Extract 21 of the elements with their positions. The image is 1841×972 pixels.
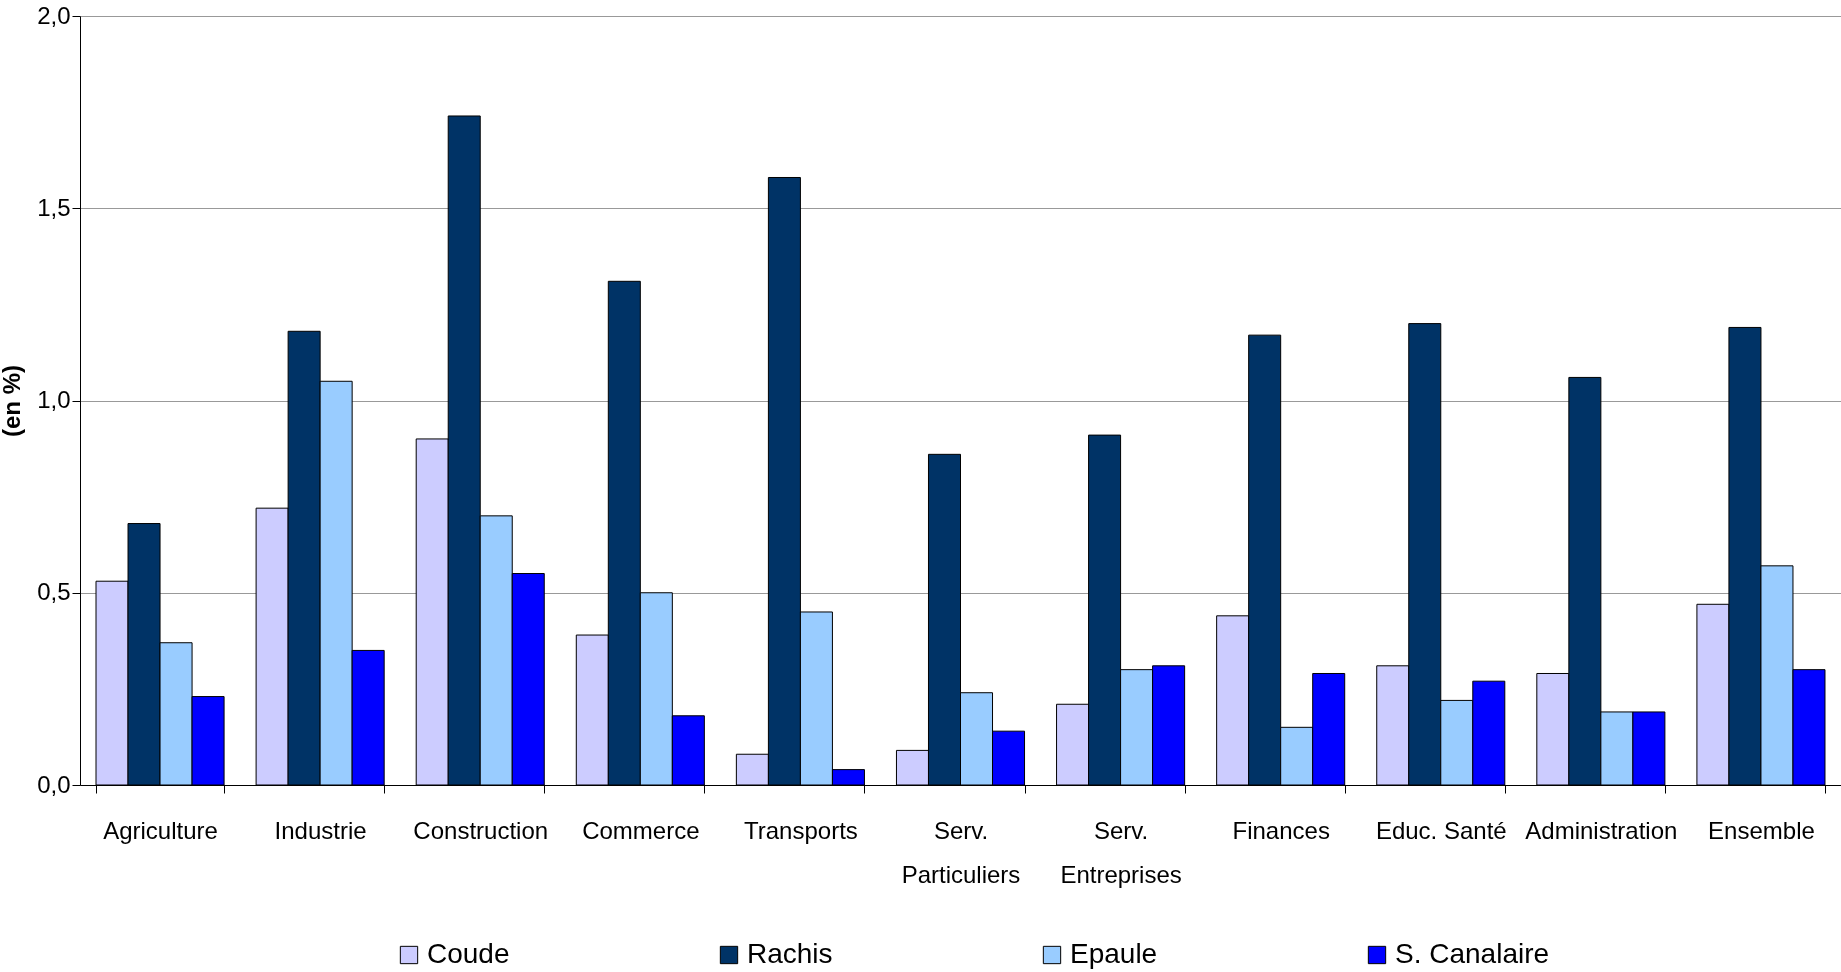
x-tick-label: Agriculture [103,816,218,844]
x-tick-label: Finances [1232,816,1330,844]
x-tick-label: Commerce [582,816,700,844]
y-tick-label: 0,0 [37,770,71,798]
x-tick-label: Industrie [274,816,367,844]
x-tick-label: Administration [1525,816,1678,844]
y-tick-label: 1,0 [37,386,71,413]
legend-label: Epaule [1070,938,1158,969]
y-tick-label: 0,5 [37,578,71,606]
x-tick-label: Serv. Particuliers [901,816,1021,888]
x-tick-label: Construction [413,816,549,844]
legend-label: Rachis [747,938,833,969]
x-tick-label: Transports [744,816,858,844]
y-tick-label: 1,5 [37,193,71,221]
legend-label: S. Canalaire [1395,938,1550,969]
legend-label: Coude [427,938,510,969]
x-tick-label: Ensemble [1708,816,1815,844]
x-tick-label: Educ. Santé [1375,816,1507,844]
x-tick-label: Serv. Entreprises [1060,816,1182,888]
y-axis-title: (en %) [0,365,26,437]
y-tick-label: 2,0 [37,1,71,29]
